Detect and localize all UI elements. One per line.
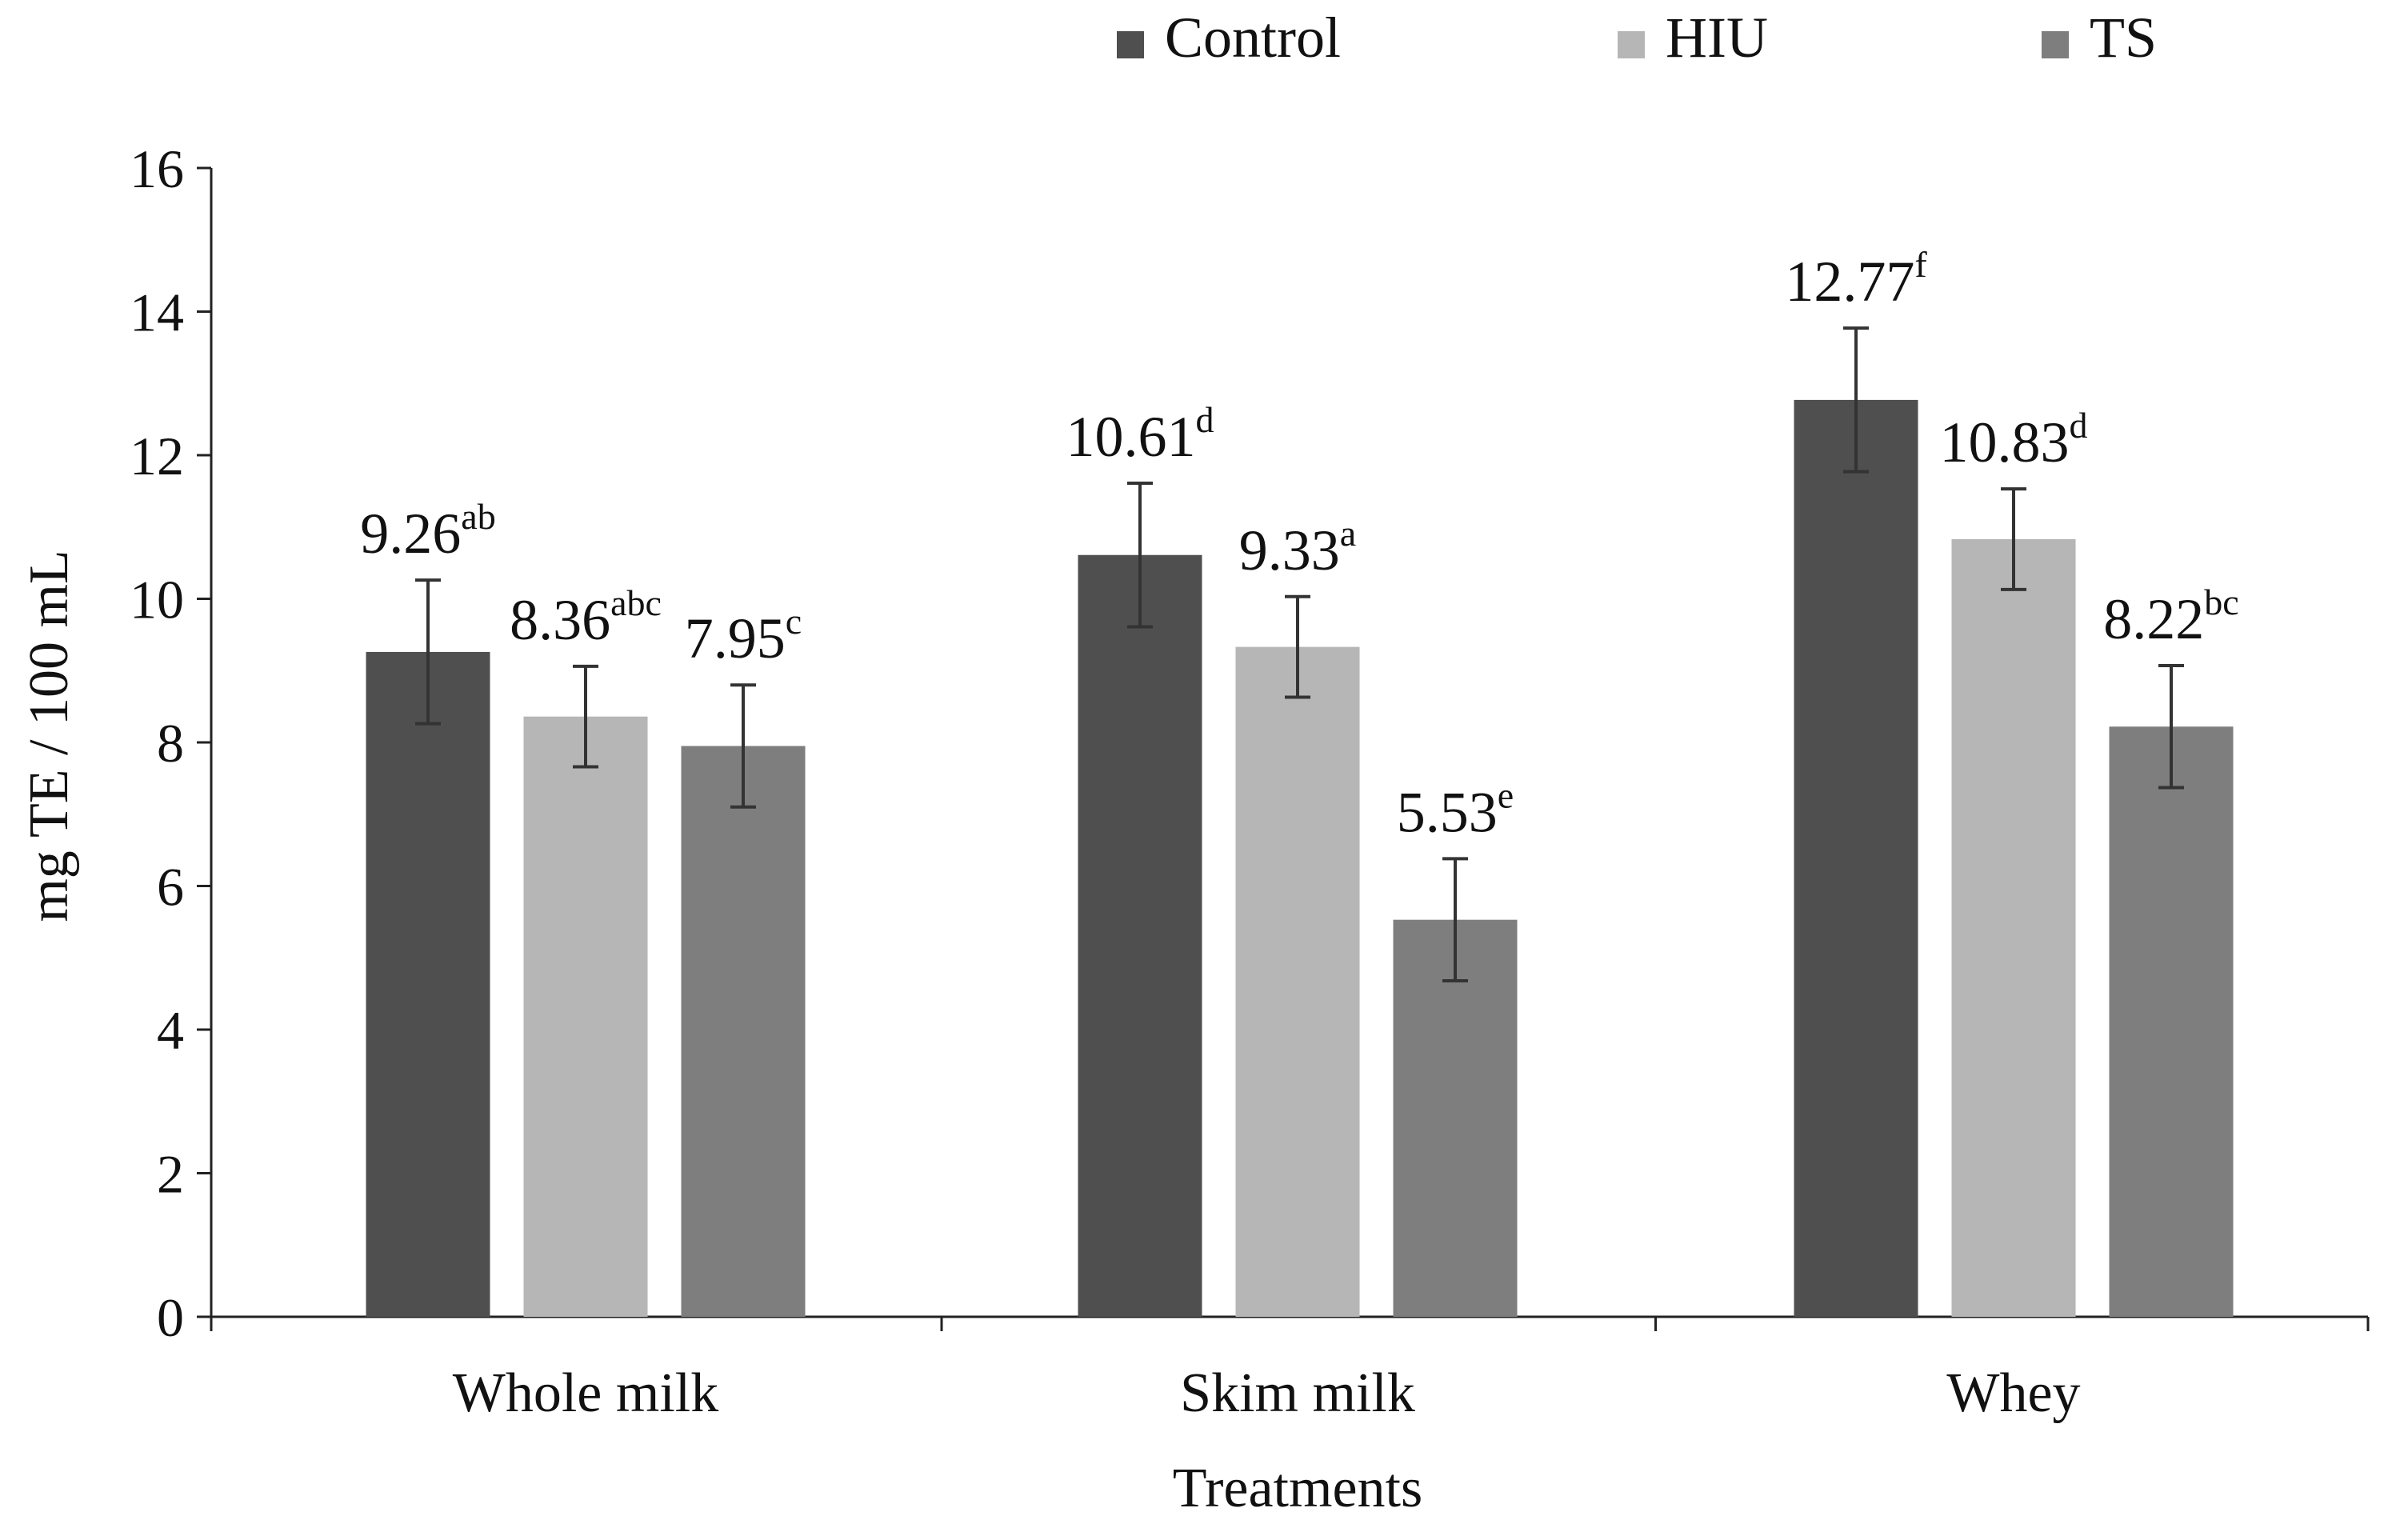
x-category-label: Skim milk [1180,1362,1415,1424]
bar [1794,399,1918,1318]
error-bar [1285,594,1310,699]
y-tick-label: 4 [157,1000,184,1061]
y-axis-title: mg TE / 100 mL [18,550,80,922]
bar [1078,554,1202,1317]
data-label-superscript: a [1340,513,1356,554]
legend-label: Control [1165,6,1341,70]
error-bar [1442,857,1468,982]
bar [1393,919,1518,1317]
series-ts: 7.95c 5.53e 8.22bc [681,582,2239,1317]
bar [366,651,490,1317]
legend-swatch [2042,31,2069,58]
data-label-value: 5.53 [1397,780,1498,844]
error-bar [415,578,441,726]
error-bar [730,683,756,809]
y-tick-label: 2 [157,1144,184,1205]
bar [681,746,806,1317]
data-label-value: 7.95 [685,606,786,670]
error-bar [1127,482,1153,629]
legend-label: HIU [1666,6,1768,70]
legend: Control HIU TS [1117,6,2157,70]
data-label: 9.33a [1239,513,1356,582]
series-control: 9.26ab 10.61d 12.77f [360,244,1927,1318]
legend-swatch [1618,31,1645,58]
legend-label: TS [2090,6,2157,70]
data-label-value: 10.83 [1940,410,2070,474]
y-tick-label: 16 [130,138,184,199]
legend-item: Control [1117,6,1341,70]
data-label: 8.36abc [510,582,662,652]
data-label-superscript: c [786,601,802,642]
bar [1951,539,2076,1317]
y-tick-label: 10 [130,570,184,630]
x-axis: Whole milk Skim milk Whey [210,1315,2370,1424]
legend-swatch [1117,31,1144,58]
data-label-superscript: e [1498,774,1514,815]
data-label-superscript: abc [610,582,662,623]
data-label: 8.22bc [2103,582,2238,651]
bar [2109,726,2234,1317]
bars: 9.26ab10.61d12.77f8.36abc9.33a10.83d7.95… [360,244,2239,1318]
error-bar [1843,326,1869,474]
data-label: 10.83d [1940,405,2088,474]
error-bar [2158,663,2184,790]
data-label: 7.95c [685,601,802,670]
y-axis: 0 2 4 6 8 10 12 14 16 [130,138,213,1348]
data-label-value: 8.36 [510,588,610,652]
data-label-superscript: d [1196,399,1214,440]
y-tick-label: 8 [157,713,184,774]
bar [1235,646,1360,1317]
x-category-label: Whey [1946,1362,2080,1424]
legend-item: TS [2042,6,2157,70]
bar [523,716,648,1317]
data-label-superscript: ab [461,496,495,537]
x-axis-title: Treatments [1173,1458,1422,1519]
data-label-value: 9.26 [360,502,461,566]
data-label-value: 10.61 [1066,405,1196,469]
error-bar [2001,487,2026,591]
data-label-value: 12.77 [1785,250,1914,314]
data-label-value: 8.22 [2103,587,2204,651]
data-label: 5.53e [1397,774,1514,844]
data-label-superscript: bc [2204,582,2238,622]
data-label: 9.26ab [360,496,495,566]
data-label: 12.77f [1785,244,1927,314]
legend-item: HIU [1618,6,1768,70]
series-hiu: 8.36abc 9.33a 10.83d [510,405,2088,1317]
y-tick-label: 12 [130,426,184,486]
error-bar [573,664,598,769]
data-label-value: 9.33 [1239,518,1340,582]
y-tick-label: 14 [130,282,184,343]
data-label-superscript: d [2070,405,2088,446]
data-label: 10.61d [1066,399,1214,469]
y-tick-label: 6 [157,857,184,918]
y-tick-label: 0 [157,1287,184,1348]
x-category-label: Whole milk [453,1362,718,1424]
data-label-superscript: f [1914,244,1927,285]
